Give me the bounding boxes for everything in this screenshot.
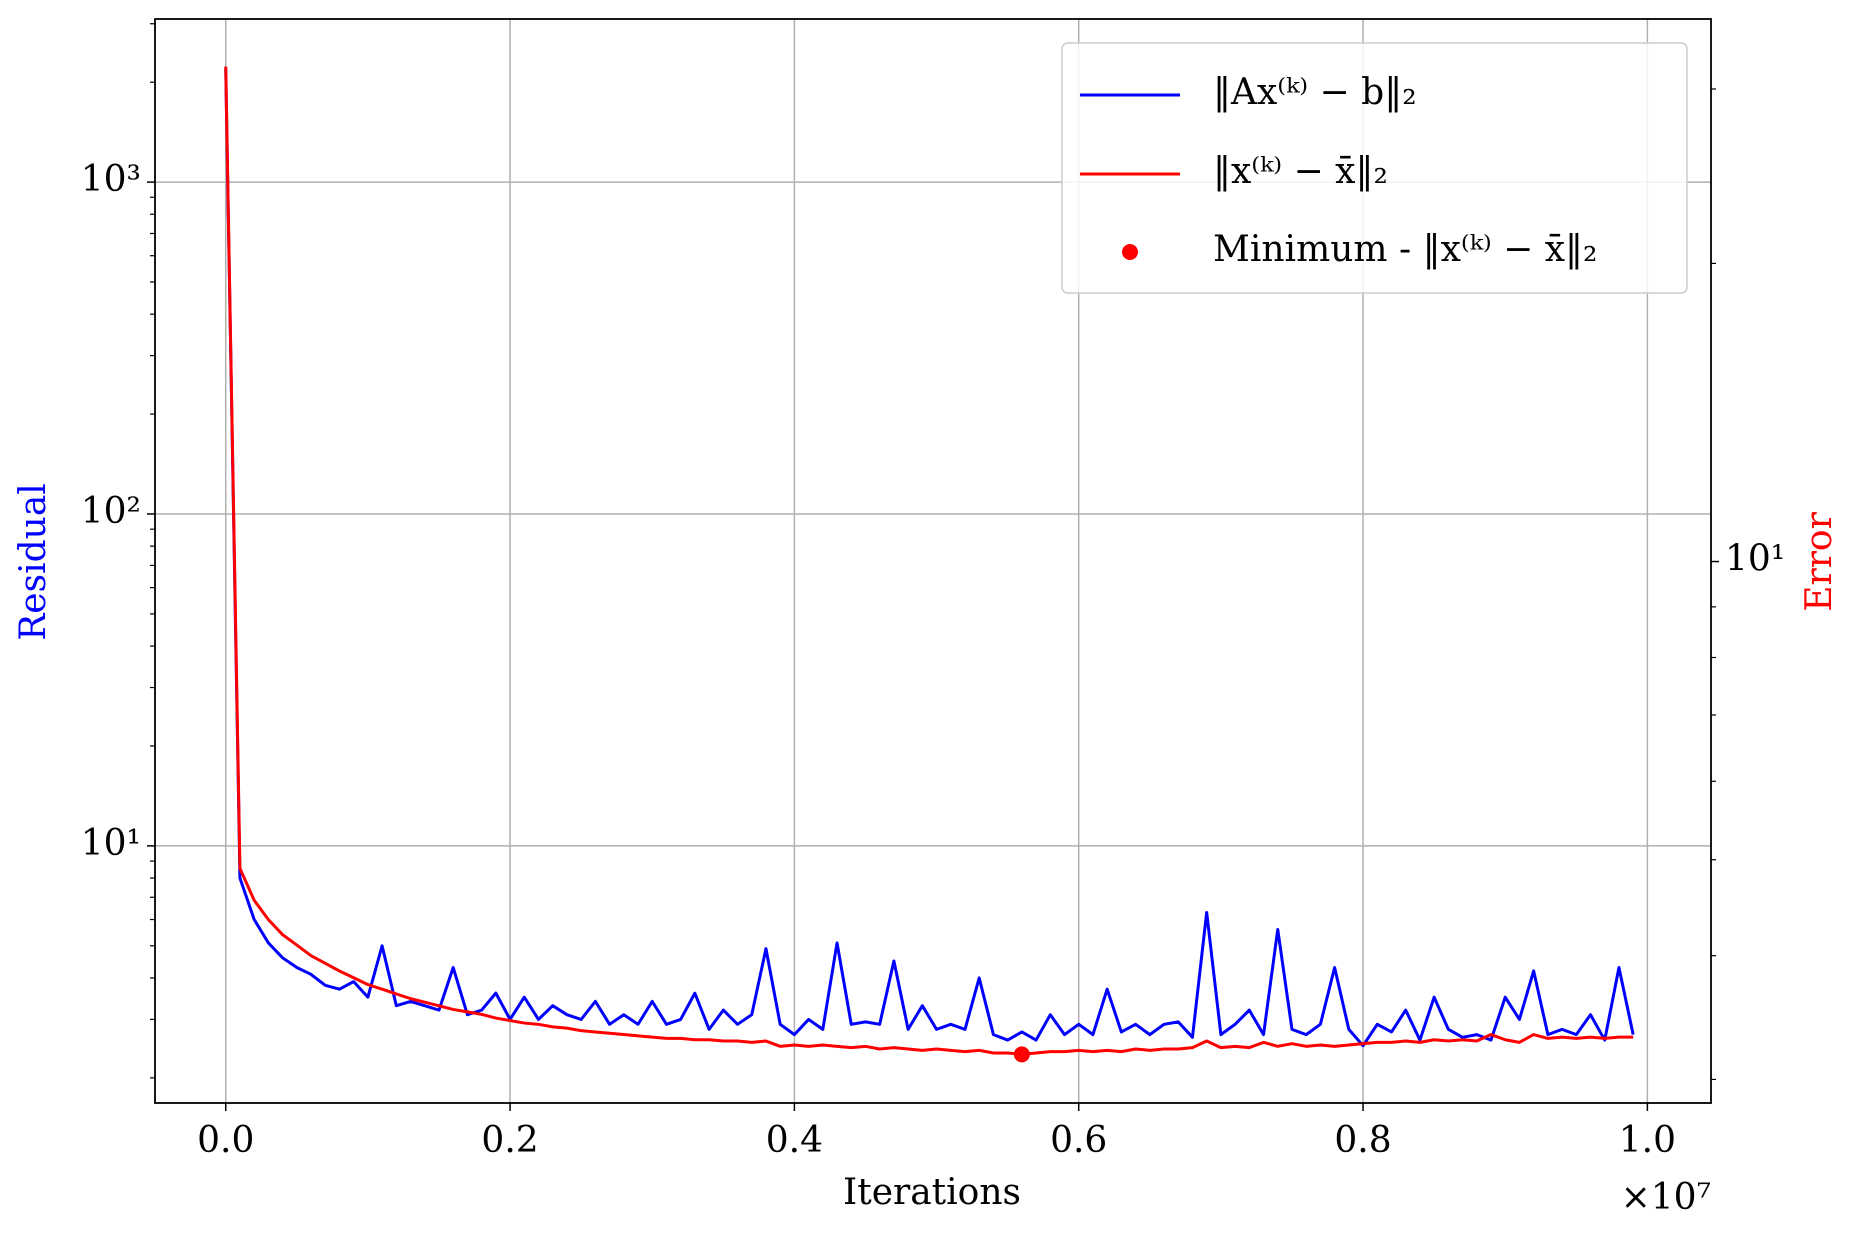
x-tick-label: 0.8 <box>1334 1120 1391 1161</box>
x-tick-label: 1.0 <box>1619 1120 1676 1161</box>
x-tick-label: 0.6 <box>1050 1120 1107 1161</box>
y2-axis-label: Error <box>1799 511 1840 611</box>
legend-box <box>1061 42 1688 294</box>
data-line <box>224 66 1634 1056</box>
y2-tick-label: 10¹ <box>1725 539 1785 580</box>
legend-label: ‖x⁽ᵏ⁾ − x̄‖₂ <box>1213 151 1388 192</box>
legend: ‖Ax⁽ᵏ⁾ − b‖₂ ‖x⁽ᵏ⁾ − x̄‖₂ Minimum - ‖x⁽ᵏ⁾ … <box>1061 42 1688 294</box>
plot-frame <box>154 18 1712 1104</box>
legend-label: ‖Ax⁽ᵏ⁾ − b‖₂ <box>1213 72 1417 113</box>
x-tick-label: 0.2 <box>481 1120 538 1161</box>
legend-label: Minimum - ‖x⁽ᵏ⁾ − x̄‖₂ <box>1213 229 1598 270</box>
x-offset-label: ×10⁷ <box>1621 1177 1711 1218</box>
x-tick-label: 0.0 <box>197 1120 254 1161</box>
data-line <box>224 68 1635 1048</box>
y-tick-label: 10² <box>81 491 141 532</box>
minimum-point <box>1013 1046 1030 1063</box>
x-axis-label: Iterations <box>843 1172 1021 1213</box>
y-axis-label: Residual <box>13 483 54 641</box>
y-tick-label: 10³ <box>81 159 141 200</box>
y-tick-label: 10¹ <box>81 823 141 864</box>
legend-marker <box>1122 244 1138 260</box>
x-tick-label: 0.4 <box>766 1120 823 1161</box>
